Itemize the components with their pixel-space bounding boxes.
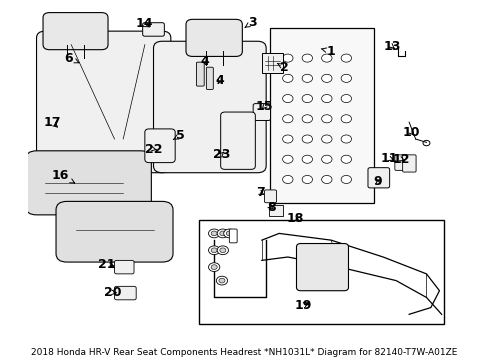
FancyBboxPatch shape xyxy=(253,104,270,121)
Circle shape xyxy=(302,74,312,82)
Circle shape xyxy=(341,54,351,62)
Circle shape xyxy=(282,54,292,62)
Text: 22: 22 xyxy=(144,143,162,156)
FancyBboxPatch shape xyxy=(114,260,134,274)
Text: 2018 Honda HR-V Rear Seat Components Headrest *NH1031L* Diagram for 82140-T7W-A0: 2018 Honda HR-V Rear Seat Components Hea… xyxy=(31,348,457,357)
Text: 4: 4 xyxy=(215,74,224,87)
Circle shape xyxy=(216,276,227,285)
Circle shape xyxy=(321,155,331,163)
Circle shape xyxy=(321,95,331,103)
Bar xyxy=(199,220,443,324)
Circle shape xyxy=(282,175,292,184)
Circle shape xyxy=(321,54,331,62)
Circle shape xyxy=(282,95,292,103)
Circle shape xyxy=(208,229,219,238)
Circle shape xyxy=(211,248,217,253)
Circle shape xyxy=(217,246,228,255)
FancyBboxPatch shape xyxy=(264,190,276,203)
FancyBboxPatch shape xyxy=(394,155,403,170)
FancyBboxPatch shape xyxy=(296,243,348,291)
Text: 14: 14 xyxy=(135,17,152,30)
Text: 10: 10 xyxy=(402,126,419,139)
Text: 11: 11 xyxy=(380,152,398,165)
Text: 21: 21 xyxy=(98,258,116,271)
Circle shape xyxy=(217,229,228,238)
FancyBboxPatch shape xyxy=(229,229,237,243)
Circle shape xyxy=(226,231,232,236)
Text: 9: 9 xyxy=(373,175,382,188)
FancyBboxPatch shape xyxy=(270,28,374,203)
Circle shape xyxy=(302,175,312,184)
FancyBboxPatch shape xyxy=(43,13,108,50)
Circle shape xyxy=(341,95,351,103)
Text: 1: 1 xyxy=(321,45,335,58)
FancyBboxPatch shape xyxy=(26,151,151,215)
FancyBboxPatch shape xyxy=(261,53,283,73)
Text: 7: 7 xyxy=(256,186,265,199)
Circle shape xyxy=(302,135,312,143)
FancyBboxPatch shape xyxy=(114,286,136,300)
Text: 12: 12 xyxy=(392,153,409,166)
Circle shape xyxy=(341,155,351,163)
Circle shape xyxy=(282,115,292,123)
Circle shape xyxy=(211,265,217,270)
Circle shape xyxy=(321,175,331,184)
Text: 18: 18 xyxy=(286,212,303,225)
Circle shape xyxy=(341,115,351,123)
Circle shape xyxy=(302,95,312,103)
FancyBboxPatch shape xyxy=(269,206,282,216)
Text: 5: 5 xyxy=(173,129,184,142)
Text: 4: 4 xyxy=(200,55,208,68)
Circle shape xyxy=(341,74,351,82)
Circle shape xyxy=(208,246,219,255)
Text: 23: 23 xyxy=(212,148,230,161)
Text: 8: 8 xyxy=(266,201,275,214)
Circle shape xyxy=(208,263,219,271)
Circle shape xyxy=(422,140,429,146)
Circle shape xyxy=(282,135,292,143)
Circle shape xyxy=(302,155,312,163)
FancyBboxPatch shape xyxy=(367,168,389,188)
Circle shape xyxy=(321,74,331,82)
Circle shape xyxy=(282,155,292,163)
FancyBboxPatch shape xyxy=(196,62,204,86)
Text: 20: 20 xyxy=(103,286,121,299)
FancyBboxPatch shape xyxy=(185,19,242,57)
Circle shape xyxy=(211,231,217,236)
FancyBboxPatch shape xyxy=(142,23,164,36)
FancyBboxPatch shape xyxy=(402,155,415,172)
FancyBboxPatch shape xyxy=(220,112,255,169)
Circle shape xyxy=(302,54,312,62)
Text: 6: 6 xyxy=(64,51,79,64)
Text: 16: 16 xyxy=(52,168,75,183)
Circle shape xyxy=(282,74,292,82)
Circle shape xyxy=(219,248,225,253)
FancyBboxPatch shape xyxy=(153,41,265,173)
Circle shape xyxy=(219,231,225,236)
Circle shape xyxy=(321,115,331,123)
Text: 17: 17 xyxy=(44,116,61,129)
FancyBboxPatch shape xyxy=(206,67,213,89)
Circle shape xyxy=(321,135,331,143)
Text: 19: 19 xyxy=(294,299,311,312)
Text: 13: 13 xyxy=(382,40,400,53)
Text: 2: 2 xyxy=(277,61,288,74)
FancyBboxPatch shape xyxy=(37,31,170,173)
FancyBboxPatch shape xyxy=(144,129,175,163)
Circle shape xyxy=(341,135,351,143)
FancyBboxPatch shape xyxy=(56,201,173,262)
Text: 15: 15 xyxy=(255,100,272,113)
Text: 3: 3 xyxy=(244,16,256,29)
Circle shape xyxy=(219,278,224,283)
Circle shape xyxy=(302,115,312,123)
Circle shape xyxy=(341,175,351,184)
Circle shape xyxy=(223,229,235,238)
